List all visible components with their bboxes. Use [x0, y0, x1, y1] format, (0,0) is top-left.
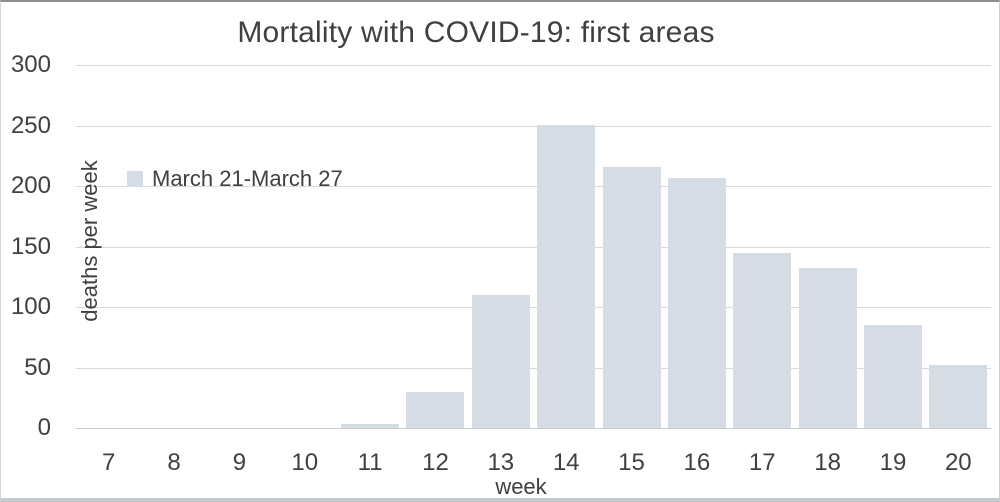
x-tick-label: 16	[683, 449, 711, 476]
x-tick-label: 13	[487, 449, 515, 476]
bar-week-20	[929, 365, 988, 428]
y-tick-label: 250	[10, 111, 51, 139]
x-tick-label: 19	[879, 449, 907, 476]
x-axis-title: week	[495, 474, 547, 499]
bar-week-14	[537, 125, 596, 428]
x-tick-label: 18	[814, 449, 841, 476]
x-tick-label: 14	[552, 449, 580, 476]
bar-week-13	[471, 295, 530, 428]
bar-week-17	[733, 253, 792, 428]
gridline	[76, 307, 991, 308]
legend-label: March 21-March 27	[152, 166, 343, 191]
bar-week-12	[406, 392, 465, 428]
y-tick-label: 300	[10, 51, 51, 78]
gridline	[76, 246, 991, 248]
x-tick-label: 20	[944, 449, 972, 476]
bar-week-11	[341, 424, 400, 428]
gridline	[76, 125, 991, 127]
chart-title: Mortality with COVID-19: first areas	[237, 16, 715, 49]
x-tick-label: 7	[101, 449, 116, 476]
gridline	[76, 186, 991, 187]
y-tick-label: 200	[10, 172, 51, 199]
plot-area	[76, 65, 991, 429]
x-tick-label: 17	[748, 449, 776, 476]
bar-week-15	[602, 167, 661, 428]
legend: March 21-March 27	[127, 167, 343, 191]
x-tick-label: 15	[618, 449, 645, 476]
x-tick-label: 12	[422, 449, 449, 476]
gridline	[76, 65, 991, 66]
y-tick-label: 150	[10, 232, 51, 260]
x-tick-label: 11	[357, 449, 383, 476]
bar-week-16	[667, 178, 726, 428]
y-tick-label: 0	[37, 414, 51, 441]
gridline	[76, 367, 991, 369]
x-tick-label: 9	[232, 449, 247, 476]
bar-week-19	[863, 325, 922, 428]
y-tick-label: 100	[10, 293, 51, 320]
y-tick-label: 50	[24, 353, 51, 381]
legend-swatch-icon	[127, 171, 143, 187]
gridline	[76, 428, 991, 429]
x-tick-label: 8	[167, 449, 181, 476]
bar-week-18	[798, 268, 857, 428]
y-axis-title: deaths per week	[77, 160, 102, 322]
x-tick-label: 10	[291, 449, 319, 476]
